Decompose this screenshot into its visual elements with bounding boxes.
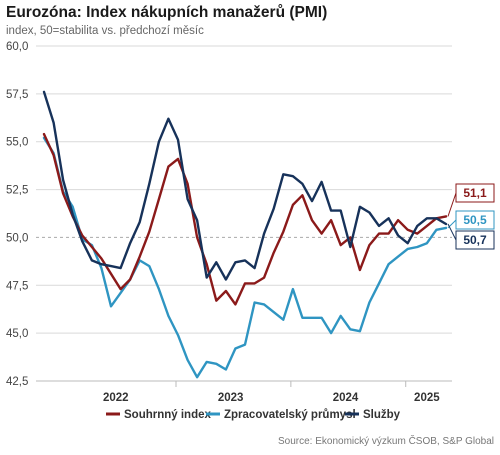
callout-connector [447,192,457,217]
callout-connector [447,223,457,241]
legend-label: Zpracovatelský průmysl [224,409,356,421]
y-tick-label: 50,0 [6,232,28,244]
y-tick-label: 52,5 [6,185,28,197]
series-line [42,136,448,379]
series-line [42,90,448,281]
legend: Souhrnný index Zpracovatelský průmysl Služ… [106,409,401,421]
y-tick-label: 55,0 [6,137,28,149]
series-line [42,132,448,306]
source-note: Source: Ekonomický výzkum ČSOB, S&P Glob… [277,436,494,447]
gridlines [36,45,452,382]
chart-title: Eurozóna: Index nákupních manažerů (PMI) [6,4,328,21]
y-tick-label: 42,5 [6,376,28,388]
x-tick-label: 2024 [333,392,359,404]
callout-box [455,230,495,250]
y-tick-label: 60,0 [6,41,28,53]
legend-label: Souhrnný index [124,409,212,421]
x-tick-label: 2022 [103,392,129,404]
x-axis-ticks: 2022 2023 2024 2025 [36,380,452,404]
end-value-callouts: 51,1 50,5 50,7 [447,183,495,250]
y-tick-label: 57,5 [6,89,28,101]
chart-subtitle: index, 50=stabilita vs. předchozí měsíc [6,25,204,37]
series-lines [42,90,448,379]
callout-value: 50,7 [463,233,487,247]
callout-value: 51,1 [463,186,487,200]
y-axis-ticks: 42,5 45,0 47,5 50,0 52,5 55,0 57,5 60,0 [6,41,28,388]
y-tick-label: 47,5 [6,280,28,292]
y-tick-label: 45,0 [6,328,28,340]
callout-box [455,183,495,203]
x-tick-label: 2023 [218,392,244,404]
callout-value: 50,5 [463,213,487,227]
x-tick-label: 2025 [414,392,440,404]
legend-label: Služby [363,409,401,421]
callout-box [455,210,495,230]
